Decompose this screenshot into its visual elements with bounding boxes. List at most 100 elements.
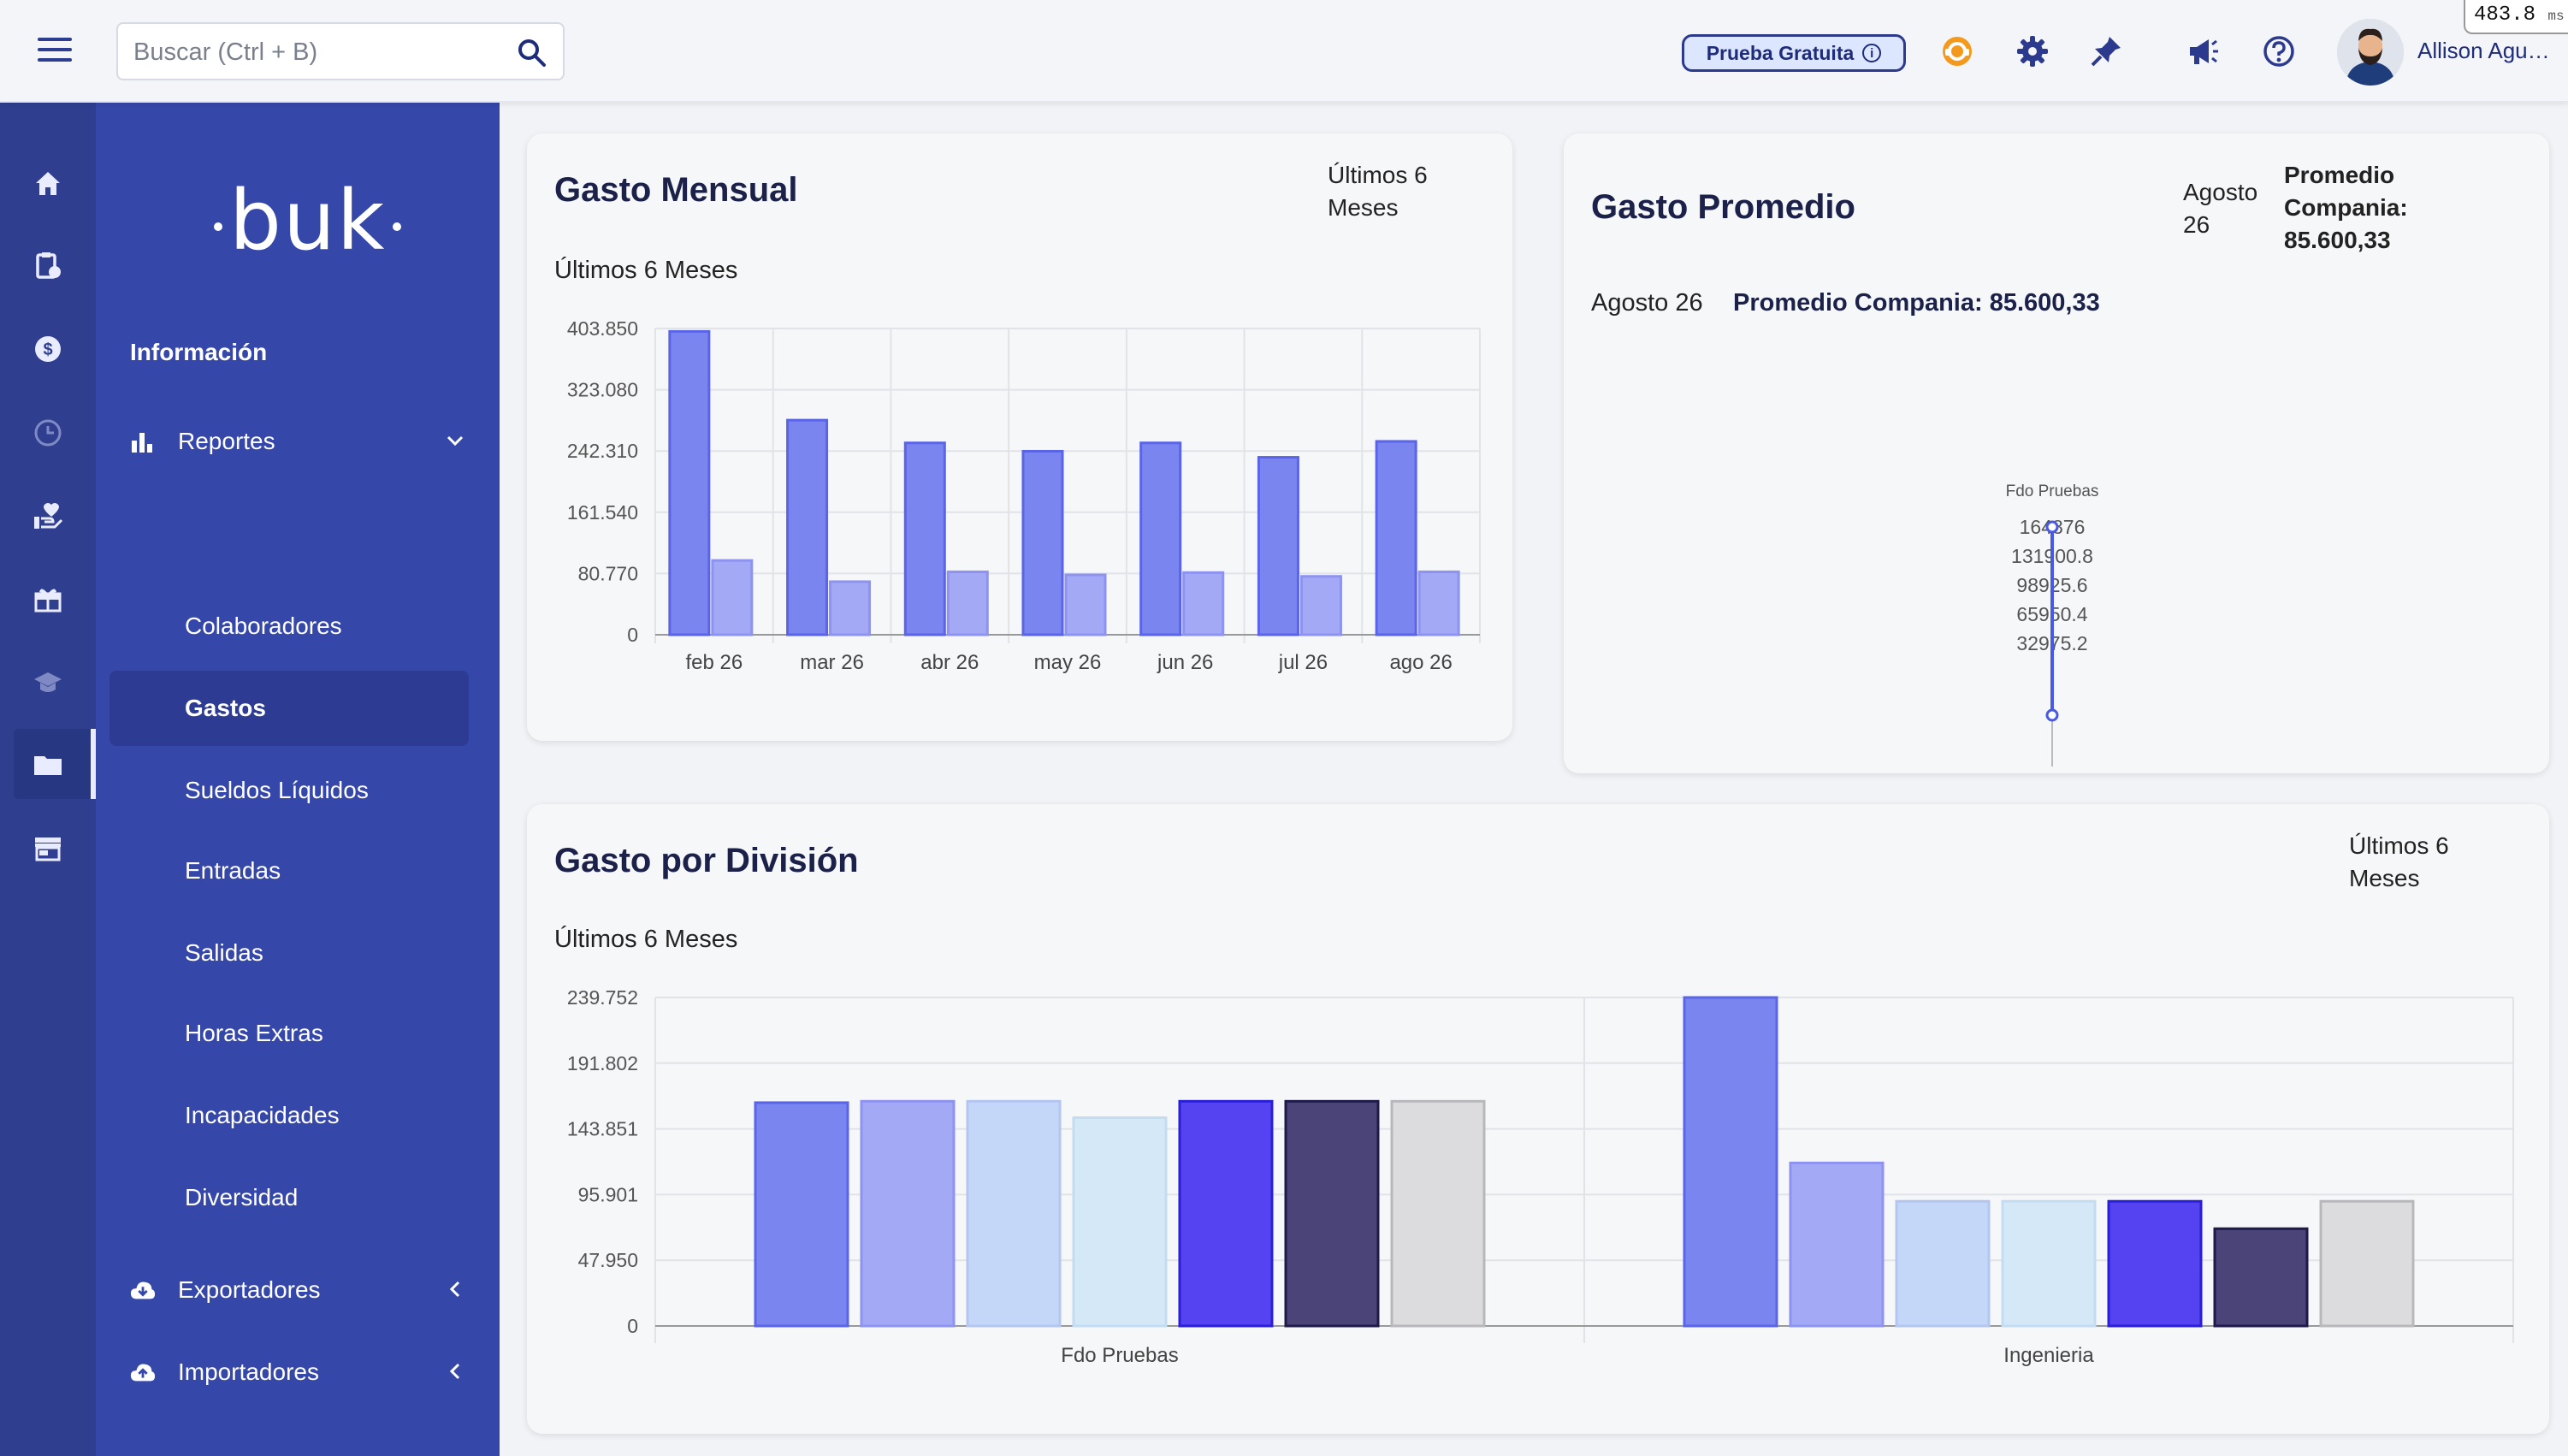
x-top-label: Fdo Pruebas [2006, 482, 2099, 500]
bar [1178, 1099, 1274, 1328]
monthly-expense-card: Gasto Mensual Últimos 6 Meses Últimos 6 … [527, 133, 1512, 741]
bar [1417, 570, 1460, 636]
card-subtitle: Últimos 6 Meses [554, 926, 738, 953]
x-tick-label: Fdo Pruebas [1061, 1344, 1178, 1367]
bar [1299, 575, 1342, 636]
top-bar: Prueba Gratuita i Allison Agu… 483.8 ms [0, 0, 2568, 103]
average-company: Promedio Compania: 85.600,33 [1733, 289, 2100, 317]
bar [829, 580, 872, 636]
y-tick-label: 0 [627, 624, 638, 646]
bar [1021, 449, 1064, 636]
store-icon[interactable] [29, 830, 67, 867]
average-line-chart: Fdo Pruebas164876131900.898925.665950.43… [2006, 482, 2099, 766]
period-line-2: Meses [2349, 865, 2420, 891]
chevron-down-icon[interactable] [445, 429, 465, 457]
y-tick-label: 242.310 [567, 440, 638, 462]
bar [711, 559, 754, 636]
folder-icon[interactable] [29, 746, 67, 784]
importers-group[interactable]: Importadores [130, 1358, 472, 1386]
help-icon[interactable] [2260, 33, 2298, 70]
sidebar-item-gastos[interactable]: Gastos [109, 671, 469, 746]
search-input[interactable] [133, 34, 493, 70]
x-tick-label: abr 26 [920, 651, 979, 674]
performance-readout: 483.8 ms [2464, 0, 2568, 34]
graduation-cap-icon[interactable] [29, 664, 67, 701]
pin-icon[interactable] [2087, 33, 2125, 70]
bar [754, 1101, 849, 1328]
month-line-1: Agosto [2183, 179, 2258, 205]
y-tick-label: 143.851 [567, 1118, 638, 1140]
sidebar-item-entradas[interactable]: Entradas [185, 857, 281, 884]
x-tick-label: may 26 [1034, 651, 1102, 674]
sidebar-item-salidas[interactable]: Salidas [185, 939, 263, 966]
bar [966, 1099, 1062, 1328]
bar [1064, 573, 1107, 636]
period-line-1: Últimos 6 [1328, 162, 1428, 188]
exporters-group[interactable]: Exportadores [130, 1276, 472, 1304]
free-trial-badge[interactable]: Prueba Gratuita i [1682, 34, 1906, 72]
bar [668, 329, 711, 636]
y-tick-label: 0 [627, 1315, 638, 1337]
bar [2319, 1199, 2415, 1328]
period-label[interactable]: Últimos 6 Meses [1328, 159, 1428, 224]
average-line-3: 85.600,33 [2284, 227, 2391, 253]
sidebar-item-diversidad[interactable]: Diversidad [185, 1184, 299, 1210]
bar [1139, 441, 1182, 636]
average-label: Promedio Compania: 85.600,33 [2284, 159, 2408, 257]
search-box[interactable] [116, 22, 565, 80]
bar [1284, 1099, 1380, 1328]
reports-group[interactable]: Reportes [130, 428, 472, 455]
month-label[interactable]: Agosto 26 [2183, 176, 2257, 241]
average-line-2: Compania: [2284, 194, 2408, 221]
bar [1390, 1099, 1486, 1328]
dollar-icon[interactable]: $ [29, 330, 67, 368]
average-expense-card: Gasto Promedio Agosto 26 Promedio Compan… [1564, 133, 2549, 773]
bar [1072, 1116, 1168, 1328]
perf-unit: ms [2547, 9, 2565, 24]
sidebar-item-sueldos-liquidos[interactable]: Sueldos Líquidos [185, 777, 369, 803]
gear-icon[interactable] [2014, 33, 2051, 70]
y-tick-label: 403.850 [567, 317, 638, 340]
monthly-bar-chart: 403.850 323.080 242.310 161.540 80.770 0 feb 2… [567, 317, 1481, 674]
gift-icon[interactable] [29, 580, 67, 618]
buk-logo[interactable]: buk [207, 173, 408, 269]
division-expense-card: Gasto por División Últimos 6 Meses Últim… [527, 804, 2549, 1434]
sidebar-item-colaboradores[interactable]: Colaboradores [185, 613, 342, 639]
chevron-left-icon[interactable] [445, 1278, 465, 1305]
megaphone-icon[interactable] [2185, 33, 2222, 70]
x-tick-label: feb 26 [685, 651, 743, 674]
user-name[interactable]: Allison Agu… [2417, 38, 2550, 63]
period-line-1: Últimos 6 [2349, 832, 2449, 859]
heart-hand-icon[interactable] [29, 498, 67, 536]
reports-label: Reportes [178, 428, 275, 454]
bar [1789, 1161, 1885, 1328]
bar [1182, 571, 1225, 636]
cloud-download-icon [130, 1277, 156, 1303]
x-tick-label: jul 26 [1278, 651, 1328, 674]
clock-icon[interactable] [29, 414, 67, 452]
data-point [2045, 520, 2059, 534]
y-tick-label: 239.752 [567, 986, 638, 1009]
card-title: Gasto Promedio [1591, 188, 1855, 226]
bar [860, 1099, 956, 1328]
bar [1895, 1199, 1991, 1328]
search-icon[interactable] [517, 38, 547, 68]
perf-value: 483.8 [2474, 3, 2536, 27]
support-icon[interactable] [1938, 33, 1976, 70]
y-tick-label: 80.770 [578, 562, 638, 584]
clipboard-icon[interactable] [29, 246, 67, 284]
menu-icon[interactable] [38, 38, 72, 63]
chevron-left-icon[interactable] [445, 1360, 465, 1388]
x-tick-label: mar 26 [800, 651, 864, 674]
average-line-1: Promedio [2284, 162, 2395, 188]
sidebar: buk Información Reportes Colaboradores G… [96, 103, 500, 1456]
x-tick-label: ago 26 [1389, 651, 1452, 674]
period-label[interactable]: Últimos 6 Meses [2349, 830, 2449, 895]
home-icon[interactable] [29, 164, 67, 202]
sidebar-item-horas-extras[interactable]: Horas Extras [185, 1020, 323, 1046]
sidebar-item-incapacidades[interactable]: Incapacidades [185, 1102, 340, 1128]
bar [1375, 440, 1417, 636]
logo-text: buk [229, 173, 387, 269]
card-title: Gasto Mensual [554, 171, 798, 209]
avatar[interactable] [2337, 19, 2404, 86]
